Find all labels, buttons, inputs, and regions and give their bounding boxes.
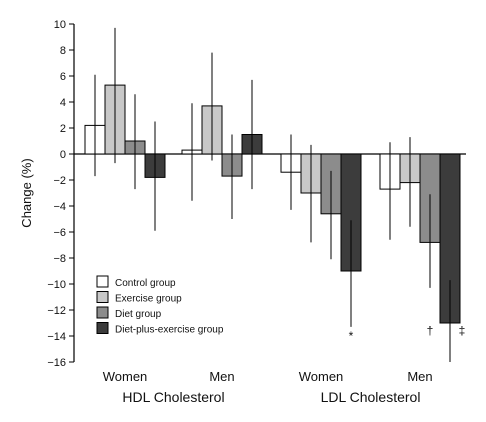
significance-marker: ‡ bbox=[459, 324, 466, 338]
y-tick-label: 0 bbox=[60, 149, 66, 161]
axes: 10 8 6 4 2 0 −2 −4 −6 −8 −10 −12 −14 −16 bbox=[47, 19, 466, 369]
category-label: Women bbox=[103, 369, 148, 384]
significance-marker: * bbox=[349, 329, 354, 343]
legend-label: Control group bbox=[115, 278, 176, 289]
group-label: LDL Cholesterol bbox=[321, 389, 421, 405]
y-tick-label: 10 bbox=[54, 19, 66, 31]
y-tick-label: −6 bbox=[53, 227, 66, 239]
y-tick-label: 6 bbox=[60, 71, 66, 83]
y-tick-label: −12 bbox=[47, 305, 66, 317]
category-labels: Women Men Women Men HDL Cholesterol LDL Chole… bbox=[103, 369, 433, 405]
y-tick-label: −10 bbox=[47, 279, 66, 291]
category-label: Men bbox=[209, 369, 234, 384]
significance-marker: † bbox=[427, 324, 434, 338]
legend: Control group Exercise group Diet group Die… bbox=[96, 275, 224, 336]
legend-swatch bbox=[96, 291, 109, 303]
category-label: Men bbox=[407, 369, 432, 384]
y-axis-label: Change (%) bbox=[19, 158, 34, 227]
annotations: * † ‡ bbox=[349, 324, 466, 343]
y-tick-label: −2 bbox=[53, 175, 66, 187]
y-tick-label: 2 bbox=[60, 123, 66, 135]
legend-swatch bbox=[96, 275, 109, 288]
legend-label: Exercise group bbox=[115, 294, 182, 305]
legend-swatch bbox=[96, 322, 109, 334]
legend-label: Diet group bbox=[115, 309, 162, 320]
y-tick-label: −8 bbox=[53, 253, 66, 265]
legend-swatch bbox=[96, 306, 109, 319]
y-tick-label: −4 bbox=[53, 201, 66, 213]
error-bars bbox=[94, 27, 451, 362]
y-tick-label: 4 bbox=[60, 97, 66, 109]
y-tick-label: −14 bbox=[47, 331, 66, 343]
legend-label: Diet-plus-exercise group bbox=[115, 325, 224, 336]
category-label: Women bbox=[299, 369, 344, 384]
y-tick-label: 8 bbox=[60, 45, 66, 57]
group-label: HDL Cholesterol bbox=[122, 389, 224, 405]
y-tick-label: −16 bbox=[47, 357, 66, 369]
